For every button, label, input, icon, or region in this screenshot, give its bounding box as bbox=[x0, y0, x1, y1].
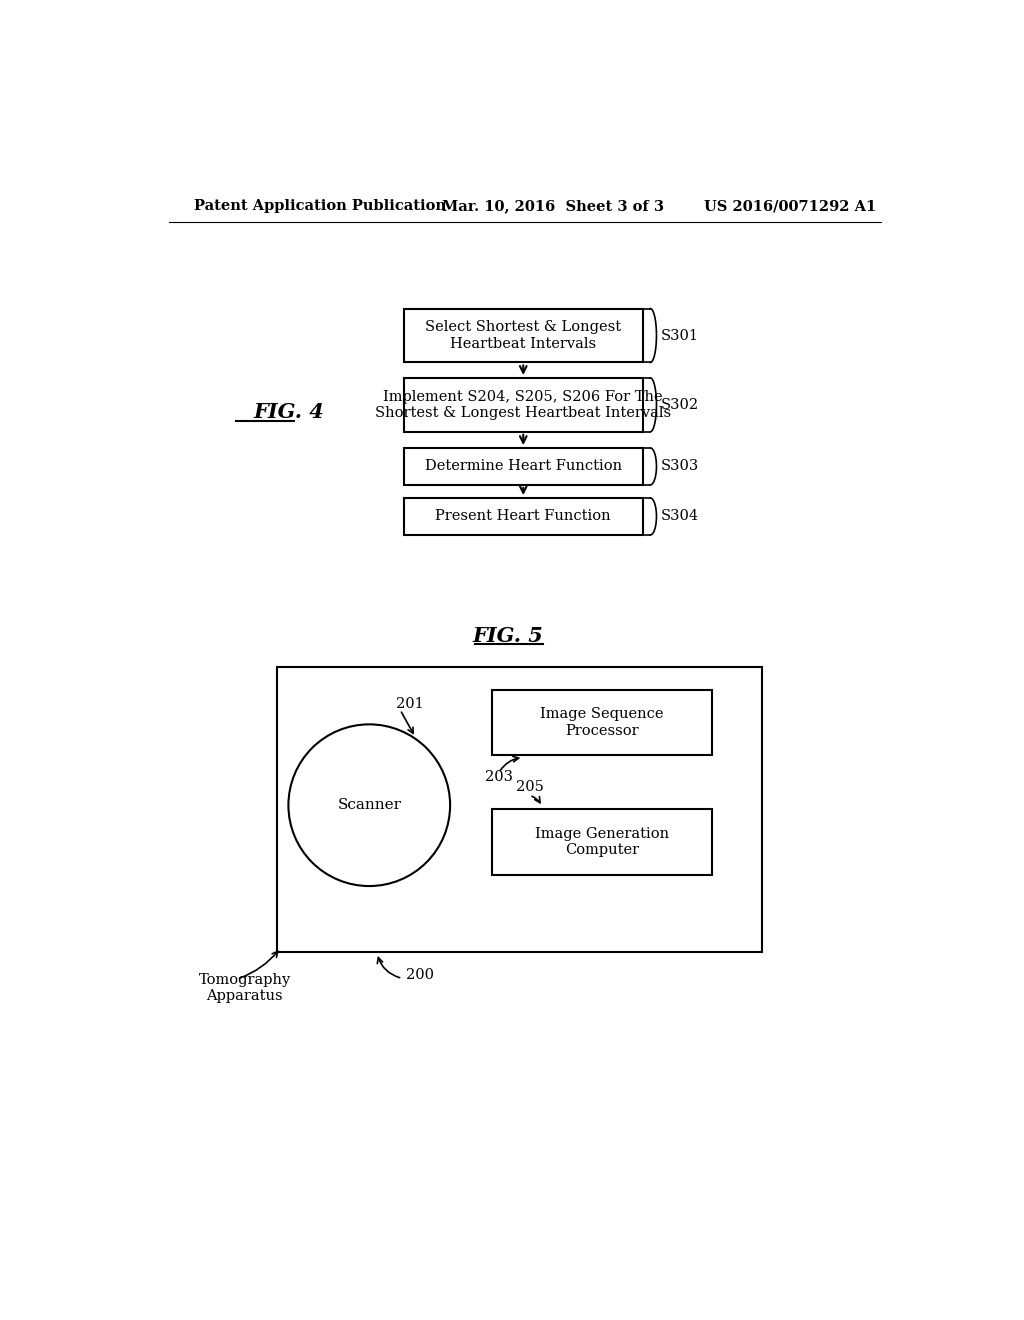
FancyBboxPatch shape bbox=[276, 667, 762, 952]
FancyBboxPatch shape bbox=[403, 498, 643, 535]
Text: Image Generation
Computer: Image Generation Computer bbox=[536, 826, 670, 857]
Text: Mar. 10, 2016  Sheet 3 of 3: Mar. 10, 2016 Sheet 3 of 3 bbox=[442, 199, 665, 213]
Text: 201: 201 bbox=[396, 697, 424, 710]
Text: Image Sequence
Processor: Image Sequence Processor bbox=[541, 708, 664, 738]
FancyBboxPatch shape bbox=[493, 809, 712, 874]
Text: S303: S303 bbox=[660, 459, 698, 474]
Text: Select Shortest & Longest
Heartbeat Intervals: Select Shortest & Longest Heartbeat Inte… bbox=[425, 321, 622, 351]
Text: S304: S304 bbox=[660, 510, 698, 524]
Text: S301: S301 bbox=[660, 329, 698, 342]
FancyBboxPatch shape bbox=[403, 378, 643, 432]
Text: FIG. 5: FIG. 5 bbox=[472, 626, 544, 645]
Text: Implement S204, S205, S206 For The
Shortest & Longest Heartbeat Intervals: Implement S204, S205, S206 For The Short… bbox=[375, 389, 672, 420]
Text: FIG. 4: FIG. 4 bbox=[254, 403, 325, 422]
FancyBboxPatch shape bbox=[403, 309, 643, 363]
Text: 205: 205 bbox=[515, 780, 544, 795]
Text: US 2016/0071292 A1: US 2016/0071292 A1 bbox=[705, 199, 877, 213]
Text: 200: 200 bbox=[407, 968, 434, 982]
FancyBboxPatch shape bbox=[403, 447, 643, 484]
Text: Scanner: Scanner bbox=[337, 799, 401, 812]
Text: 203: 203 bbox=[484, 770, 513, 784]
Text: Patent Application Publication: Patent Application Publication bbox=[195, 199, 446, 213]
Text: Tomography
Apparatus: Tomography Apparatus bbox=[199, 973, 291, 1003]
Text: S302: S302 bbox=[660, 397, 698, 412]
Text: Present Heart Function: Present Heart Function bbox=[435, 510, 611, 524]
FancyBboxPatch shape bbox=[493, 689, 712, 755]
Text: Determine Heart Function: Determine Heart Function bbox=[425, 459, 622, 474]
